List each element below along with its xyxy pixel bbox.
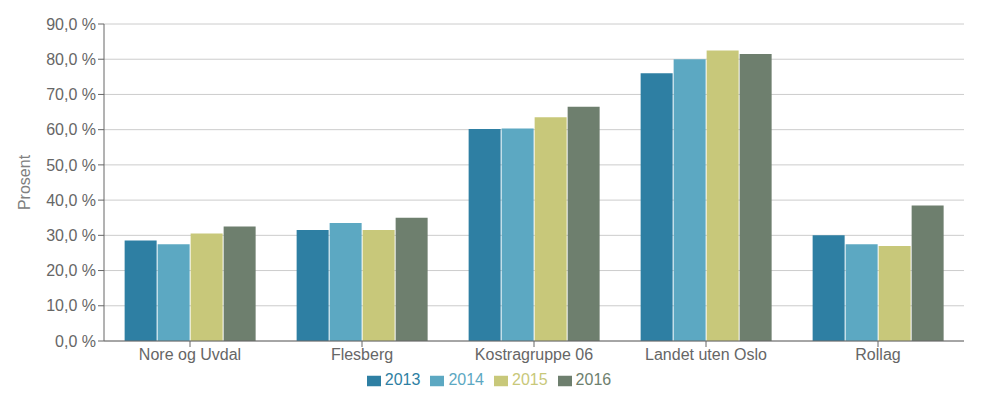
svg-text:Kostragruppe 06: Kostragruppe 06 [475, 346, 593, 363]
svg-text:Nore og Uvdal: Nore og Uvdal [139, 346, 241, 363]
svg-text:Landet uten Oslo: Landet uten Oslo [645, 346, 767, 363]
html-text:2014: 2014 [448, 371, 484, 388]
html-text:2015: 2015 [512, 371, 548, 388]
svg-text:30,0 %: 30,0 % [46, 227, 96, 244]
svg-text:60,0 %: 60,0 % [46, 121, 96, 138]
svg-text:Rollag: Rollag [855, 346, 900, 363]
svg-text:90,0 %: 90,0 % [46, 16, 96, 33]
svg-text:50,0 %: 50,0 % [46, 157, 96, 174]
svg-text:0,0 %: 0,0 % [55, 333, 96, 350]
svg-text:10,0 %: 10,0 % [46, 297, 96, 314]
svg-text:70,0 %: 70,0 % [46, 86, 96, 103]
svg-text:40,0 %: 40,0 % [46, 192, 96, 209]
svg-text:Prosent: Prosent [16, 154, 33, 210]
svg-text:Flesberg: Flesberg [331, 346, 393, 363]
svg-text:80,0 %: 80,0 % [46, 51, 96, 68]
svg-text:20,0 %: 20,0 % [46, 262, 96, 279]
html-text:2016: 2016 [575, 371, 612, 388]
html-text:2013: 2013 [384, 371, 421, 388]
